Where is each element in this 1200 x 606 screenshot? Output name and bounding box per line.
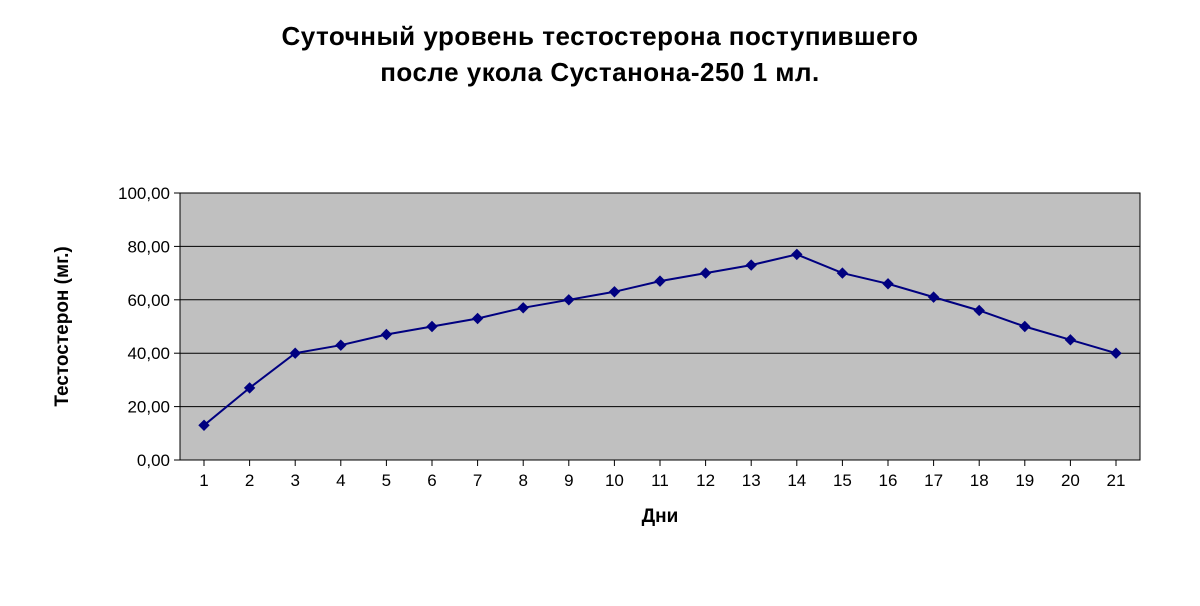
- y-tick-label: 40,00: [127, 344, 170, 363]
- x-tick-label: 15: [833, 471, 852, 490]
- x-tick-label: 1: [199, 471, 208, 490]
- chart-title-line1: Суточный уровень тестостерона поступивше…: [0, 18, 1200, 54]
- plot-background: [180, 193, 1140, 460]
- x-tick-label: 20: [1061, 471, 1080, 490]
- x-tick-label: 8: [518, 471, 527, 490]
- x-tick-label: 18: [970, 471, 989, 490]
- y-axis-label: Тестостерон (мг.): [52, 246, 73, 406]
- chart-title: Суточный уровень тестостерона поступивше…: [0, 18, 1200, 91]
- x-tick-label: 13: [742, 471, 761, 490]
- x-axis-label: Дни: [642, 506, 679, 527]
- x-tick-label: 17: [924, 471, 943, 490]
- x-tick-label: 3: [290, 471, 299, 490]
- y-tick-label: 20,00: [127, 398, 170, 417]
- x-tick-label: 10: [605, 471, 624, 490]
- x-tick-label: 9: [564, 471, 573, 490]
- line-chart: 0,0020,0040,0060,0080,00100,001234567891…: [40, 175, 1160, 555]
- x-tick-label: 5: [382, 471, 391, 490]
- y-tick-label: 80,00: [127, 237, 170, 256]
- x-tick-label: 19: [1015, 471, 1034, 490]
- x-tick-label: 16: [879, 471, 898, 490]
- x-tick-label: 21: [1107, 471, 1126, 490]
- x-tick-label: 4: [336, 471, 345, 490]
- chart-area: 0,0020,0040,0060,0080,00100,001234567891…: [40, 175, 1160, 555]
- page-container: Суточный уровень тестостерона поступивше…: [0, 0, 1200, 606]
- y-tick-label: 100,00: [118, 184, 170, 203]
- x-tick-label: 2: [245, 471, 254, 490]
- x-tick-label: 12: [696, 471, 715, 490]
- x-tick-label: 7: [473, 471, 482, 490]
- x-tick-label: 6: [427, 471, 436, 490]
- x-tick-label: 11: [651, 471, 669, 490]
- y-tick-label: 0,00: [137, 451, 170, 470]
- y-tick-label: 60,00: [127, 291, 170, 310]
- x-tick-label: 14: [787, 471, 806, 490]
- chart-title-line2: после укола Сустанона-250 1 мл.: [0, 54, 1200, 90]
